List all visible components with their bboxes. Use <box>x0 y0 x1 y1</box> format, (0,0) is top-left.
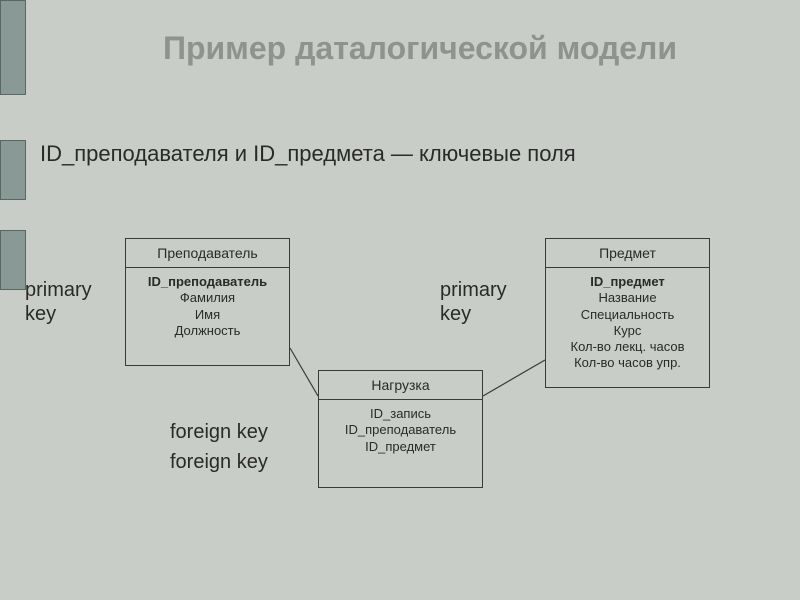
label-primary-key-left: primary key <box>25 278 115 326</box>
entity-load-title: Нагрузка <box>319 371 482 400</box>
entity-load-fields: ID_записьID_преподавательID_предмет <box>319 400 482 465</box>
entity-field: Кол-во лекц. часов <box>550 339 705 355</box>
entity-teacher: Преподаватель ID_преподавательФамилияИмя… <box>125 238 290 366</box>
entity-subject-fields: ID_предметНазваниеСпециальностьКурсКол-в… <box>546 268 709 382</box>
side-tab <box>0 140 26 200</box>
entity-field: Кол-во часов упр. <box>550 355 705 371</box>
entity-field: ID_предмет <box>550 274 705 290</box>
entity-teacher-fields: ID_преподавательФамилияИмяДолжность <box>126 268 289 349</box>
slide-subtitle: ID_преподавателя и ID_предмета — ключевы… <box>40 140 760 168</box>
entity-field: Имя <box>130 307 285 323</box>
entity-field: ID_преподаватель <box>130 274 285 290</box>
entity-field: Фамилия <box>130 290 285 306</box>
entity-subject: Предмет ID_предметНазваниеСпециальностьК… <box>545 238 710 388</box>
label-primary-key-right: primary key <box>440 278 530 326</box>
entity-field: Специальность <box>550 307 705 323</box>
slide-title: Пример даталогической модели <box>80 30 760 67</box>
entity-field: Должность <box>130 323 285 339</box>
entity-field: Название <box>550 290 705 306</box>
side-tabs <box>0 0 28 600</box>
label-foreign-key-1: foreign key <box>170 420 268 444</box>
side-tab <box>0 230 26 290</box>
side-tab <box>0 0 26 95</box>
entity-field: ID_преподаватель <box>323 422 478 438</box>
entity-field: ID_запись <box>323 406 478 422</box>
label-foreign-key-2: foreign key <box>170 450 268 474</box>
entity-field: ID_предмет <box>323 439 478 455</box>
entity-teacher-title: Преподаватель <box>126 239 289 268</box>
entity-load: Нагрузка ID_записьID_преподавательID_пре… <box>318 370 483 488</box>
entity-field: Курс <box>550 323 705 339</box>
entity-subject-title: Предмет <box>546 239 709 268</box>
